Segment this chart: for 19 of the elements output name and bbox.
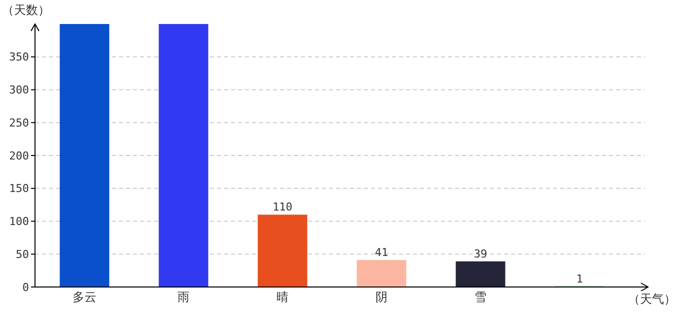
x-tick-label: 多云 [72,290,96,304]
data-label: 1 [576,272,583,286]
y-axis-title: （天数） [2,3,50,17]
data-label: 110 [272,200,292,214]
x-axis-title: （天气） [628,292,676,306]
x-tick-label: 晴 [276,290,288,304]
data-label: 39 [474,247,488,260]
y-tick-label: 350 [9,50,29,64]
y-tick-label: 250 [9,116,29,130]
y-tick-label: 100 [9,215,29,228]
y-tick-label: 200 [9,149,29,162]
y-tick-label: 50 [16,248,29,261]
x-tick-label: 雪 [474,290,486,304]
y-tick-label: 150 [9,182,29,196]
x-tick-label: 阴 [376,290,388,304]
x-tick-label: 雨 [178,290,190,304]
y-tick-label: 0 [22,280,29,294]
data-label: 41 [374,246,388,260]
y-tick-label: 300 [9,84,29,97]
